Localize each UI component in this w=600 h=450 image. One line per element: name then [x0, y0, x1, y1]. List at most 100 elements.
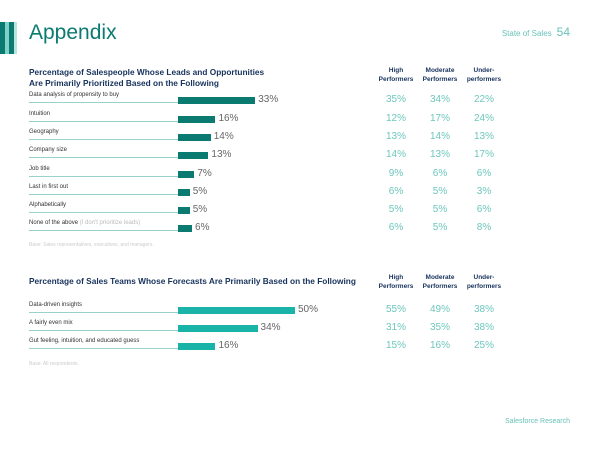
high-performers-value: 55%: [385, 304, 406, 315]
underperformers-value: 6%: [476, 168, 492, 179]
row-label-text: A fairly even mix: [29, 320, 73, 326]
moderate-performers-value: 34%: [429, 94, 450, 105]
table-row: Intuition 16% 12% 17% 24%: [29, 111, 529, 125]
high-performers-value: 15%: [385, 340, 406, 351]
overall-bar: [178, 134, 211, 141]
row-label: Intuition: [29, 111, 50, 117]
row-label-note: (I don't prioritize leads): [79, 220, 141, 226]
chart1-title-line2: Are Primarily Prioritized Based on the F…: [29, 78, 219, 88]
row-label-text: Intuition: [29, 111, 51, 117]
overall-value: 50%: [298, 304, 319, 315]
chart1-title: Percentage of Salespeople Whose Leads an…: [29, 67, 264, 89]
overall-value: 5%: [192, 186, 208, 197]
table-row: None of the above (I don't prioritize le…: [29, 220, 529, 234]
underperformers-value: 17%: [473, 149, 494, 160]
row-label-text: Data-driven insights: [29, 302, 83, 308]
row-label: Last in first out: [29, 184, 68, 190]
overall-bar: [178, 97, 256, 104]
chart1-base-note: Base: Sales representatives, executives,…: [29, 242, 154, 248]
moderate-performers-value: 17%: [429, 113, 450, 124]
underperformers-value: 8%: [476, 222, 492, 233]
underperformers-value: 22%: [473, 94, 494, 105]
table-row: Last in first out 5% 6% 5% 3%: [29, 184, 529, 198]
overall-bar: [178, 189, 190, 196]
underperformers-value: 38%: [473, 322, 494, 333]
moderate-performers-value: 6%: [432, 168, 448, 179]
row-label: Data analysis of propensity to buy: [29, 92, 119, 98]
page-number: 54: [556, 25, 570, 39]
column-header: High Performers: [378, 274, 414, 290]
moderate-performers-value: 49%: [429, 304, 450, 315]
underperformers-value: 24%: [473, 113, 494, 124]
row-label-text: Last in first out: [29, 184, 69, 190]
overall-bar: [178, 207, 190, 214]
underperformers-value: 38%: [473, 304, 494, 315]
row-underline: [29, 121, 178, 122]
high-performers-value: 31%: [385, 322, 406, 333]
moderate-performers-value: 16%: [429, 340, 450, 351]
high-performers-value: 35%: [385, 94, 406, 105]
row-underline: [29, 230, 178, 231]
row-label: Geography: [29, 129, 59, 135]
row-label: A fairly even mix: [29, 320, 73, 326]
overall-bar: [178, 171, 195, 178]
row-label-text: None of the above: [29, 220, 79, 226]
moderate-performers-value: 5%: [432, 204, 448, 215]
column-header: Under-performers: [466, 274, 502, 290]
overall-value: 5%: [192, 204, 208, 215]
overall-bar: [178, 325, 258, 332]
row-label-text: Job title: [29, 166, 50, 172]
column-header: Under-performers: [466, 67, 502, 83]
table-row: Data-driven insights 50% 55% 49% 38%: [29, 302, 529, 316]
high-performers-value: 12%: [385, 113, 406, 124]
row-label: None of the above (I don't prioritize le…: [29, 220, 140, 226]
table-row: Data analysis of propensity to buy 33% 3…: [29, 92, 529, 106]
chart1-title-line1: Percentage of Salespeople Whose Leads an…: [29, 67, 265, 77]
row-label-text: Gut feeling, intuition, and educated gue…: [29, 338, 140, 344]
row-label: Gut feeling, intuition, and educated gue…: [29, 338, 139, 344]
row-underline: [29, 176, 178, 177]
underperformers-value: 25%: [473, 340, 494, 351]
overall-bar: [178, 307, 295, 314]
row-label-text: Data analysis of propensity to buy: [29, 92, 120, 98]
table-row: Job title 7% 9% 6% 6%: [29, 166, 529, 180]
page-header: State of Sales 54: [502, 25, 570, 39]
row-label-text: Geography: [29, 129, 59, 135]
row-underline: [29, 139, 178, 140]
row-underline: [29, 102, 178, 103]
high-performers-value: 14%: [385, 149, 406, 160]
overall-value: 33%: [258, 94, 279, 105]
row-label-text: Alphabetically: [29, 202, 67, 208]
table-row: A fairly even mix 34% 31% 35% 38%: [29, 320, 529, 334]
overall-bar: [178, 225, 193, 232]
moderate-performers-value: 35%: [429, 322, 450, 333]
moderate-performers-value: 5%: [432, 222, 448, 233]
column-header: High Performers: [378, 67, 414, 83]
moderate-performers-value: 5%: [432, 186, 448, 197]
column-header: Moderate Performers: [422, 274, 458, 290]
overall-bar: [178, 116, 216, 123]
underperformers-value: 6%: [476, 204, 492, 215]
overall-value: 16%: [218, 113, 239, 124]
high-performers-value: 6%: [388, 186, 404, 197]
row-underline: [29, 312, 178, 313]
high-performers-value: 9%: [388, 168, 404, 179]
overall-value: 13%: [211, 149, 232, 160]
brand-stripes-icon: [0, 22, 17, 54]
chart2-base-note: Base: All respondents.: [29, 361, 79, 367]
overall-value: 7%: [197, 168, 212, 179]
publication-name: State of Sales: [501, 29, 552, 38]
overall-value: 6%: [195, 222, 210, 233]
overall-bar: [178, 343, 216, 350]
high-performers-value: 13%: [385, 131, 406, 142]
overall-bar: [178, 152, 209, 159]
page-title: Appendix: [29, 21, 117, 44]
table-row: Geography 14% 13% 14% 13%: [29, 129, 529, 143]
row-underline: [29, 330, 178, 331]
row-underline: [29, 194, 178, 195]
overall-value: 34%: [260, 322, 281, 333]
underperformers-value: 3%: [476, 186, 492, 197]
row-underline: [29, 348, 178, 349]
overall-value: 14%: [213, 131, 234, 142]
row-label: Job title: [29, 166, 50, 172]
